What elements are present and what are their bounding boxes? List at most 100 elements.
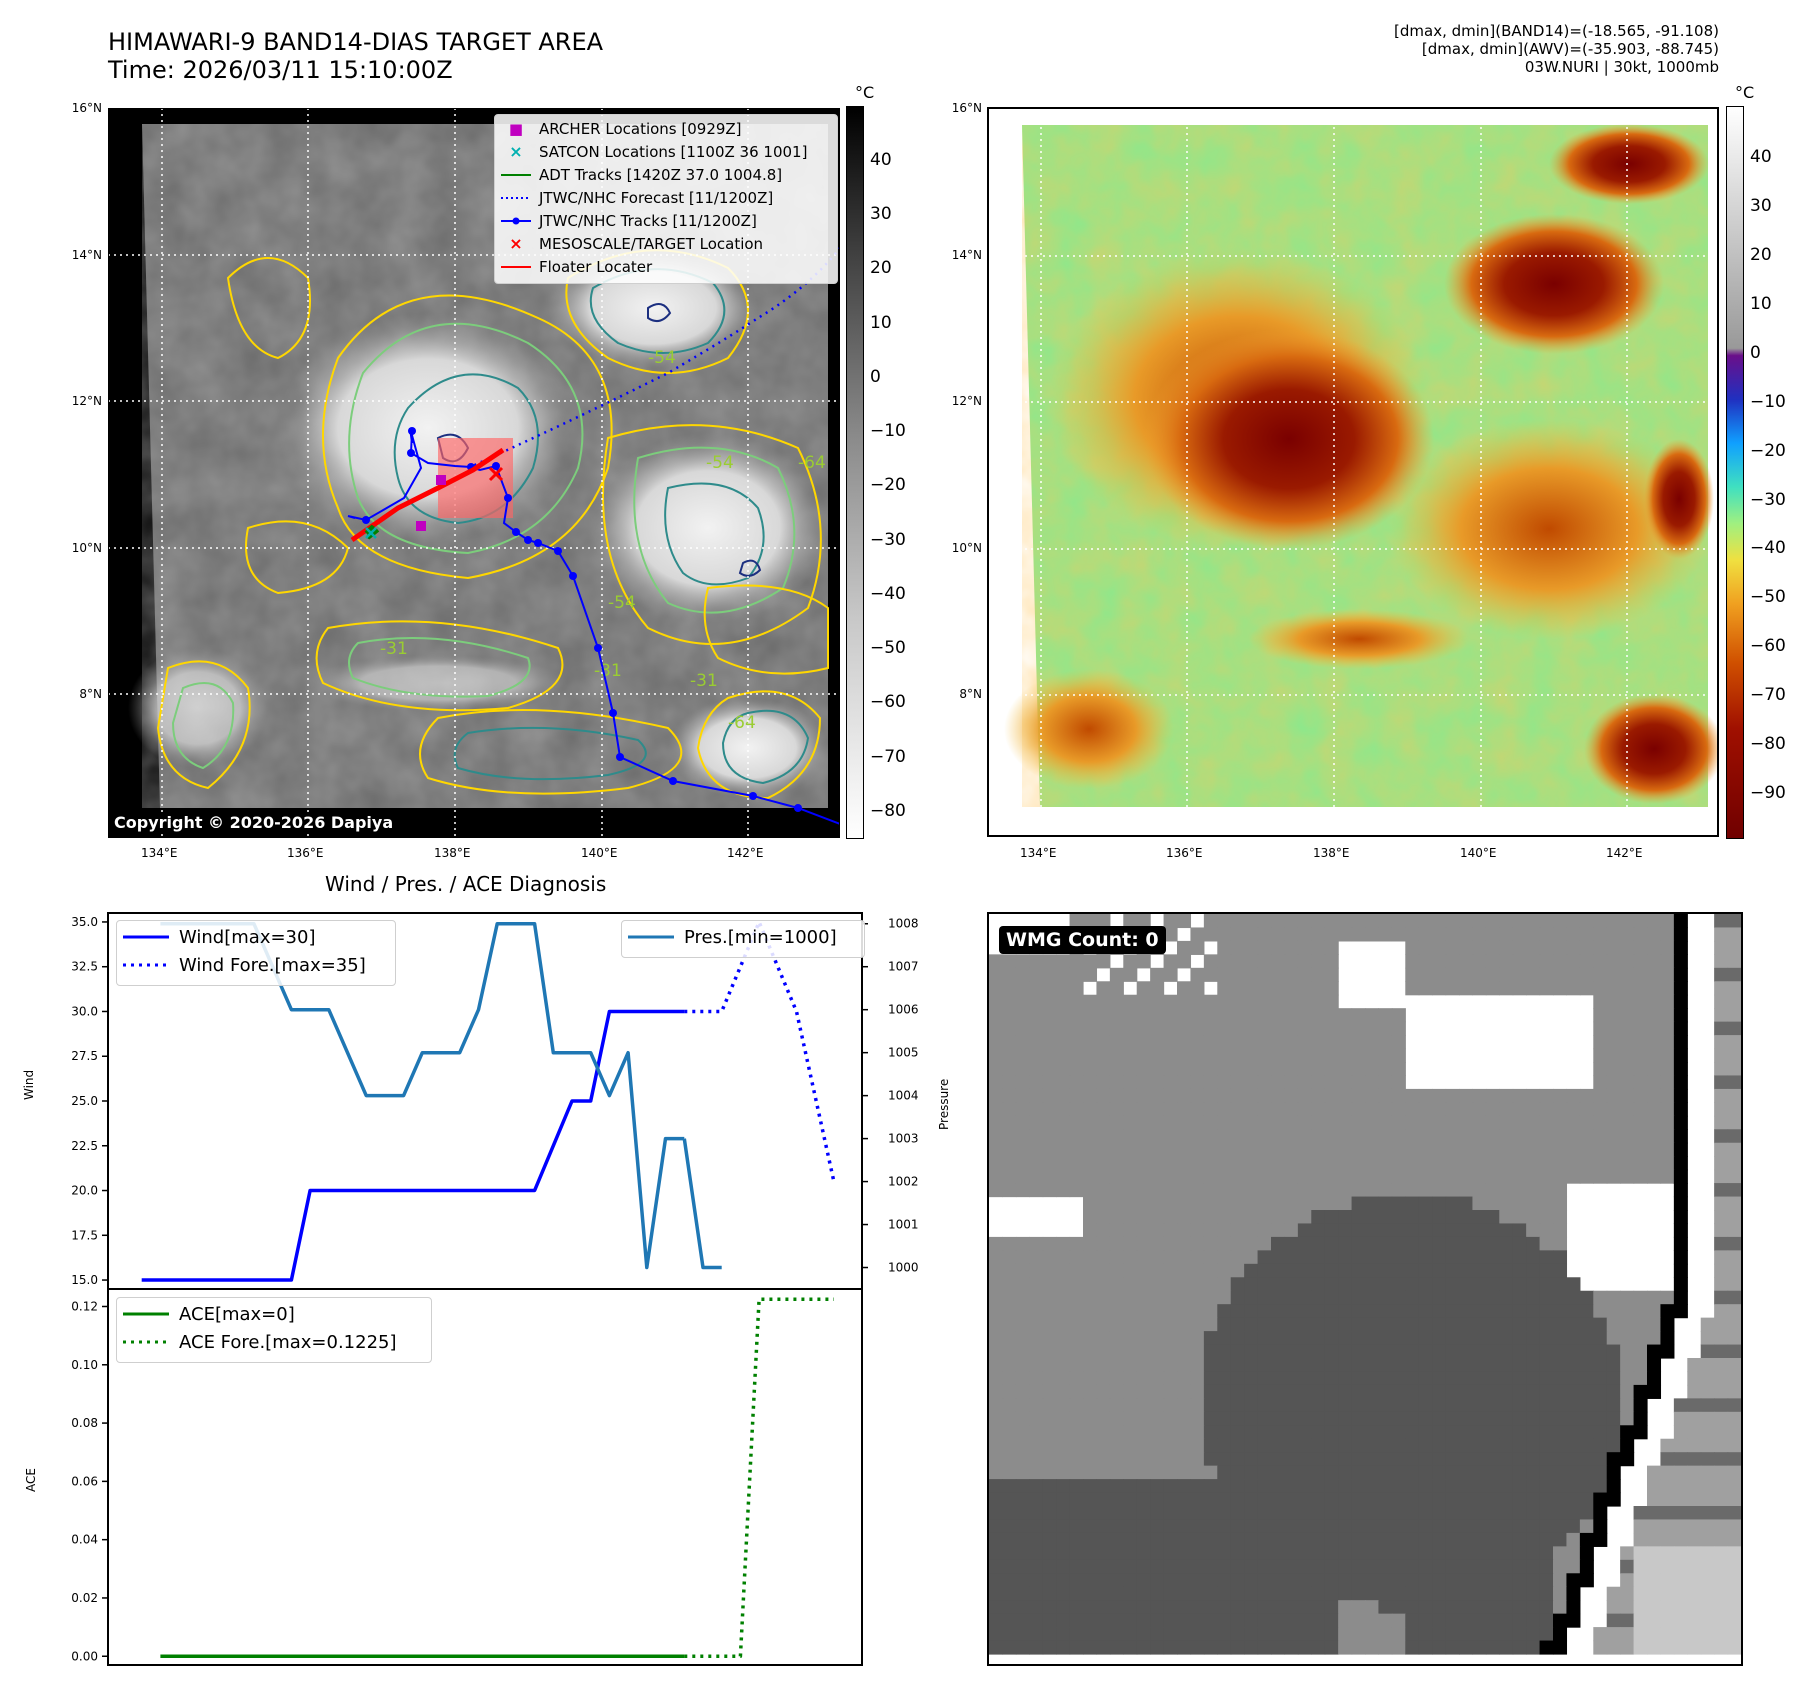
awv-cb-m70: −70 xyxy=(1750,685,1786,705)
wind-dotted-icon xyxy=(123,963,169,967)
ace-axes-frame xyxy=(107,1288,863,1666)
track-line-dot-icon xyxy=(501,217,531,224)
ace-ytick-label: 0.00 xyxy=(71,1649,98,1663)
legend-tracks: JTWC/NHC Tracks [11/1200Z] xyxy=(501,209,837,232)
wind-ytick-label: 15.0 xyxy=(71,1273,98,1287)
ir-lon-tick-140: 140°E xyxy=(581,846,618,860)
ir-lat-tick-10: 10°N xyxy=(71,541,102,555)
awv-lon-tick-134: 134°E xyxy=(1020,846,1057,860)
wind-ytick-label: 30.0 xyxy=(71,1004,98,1018)
awv-cb-m10: −10 xyxy=(1750,392,1786,412)
ir-cb-m50: −50 xyxy=(870,638,906,658)
awv-cb-30: 30 xyxy=(1750,196,1772,216)
contour-label-54a: -54 xyxy=(706,453,734,473)
satcon-points xyxy=(365,527,377,539)
info-band14: [dmax, dmin](BAND14)=(-18.565, -91.108) xyxy=(1394,22,1719,40)
legend-floater: Floater Locater xyxy=(501,255,837,278)
ir-lat-tick-14: 14°N xyxy=(71,248,102,262)
legend-satcon: × SATCON Locations [1100Z 36 1001] xyxy=(501,140,837,163)
contour-label-31c: -31 xyxy=(690,671,718,691)
ace-ylabel: ACE xyxy=(24,1468,38,1492)
ir-cb-0: 0 xyxy=(870,367,881,387)
pres-ytick-label: 1006 xyxy=(888,1003,919,1017)
ir-legend: ■ ARCHER Locations [0929Z] × SATCON Loca… xyxy=(494,114,838,284)
ir-lon-tick-138: 138°E xyxy=(434,846,471,860)
legend-target-label: MESOSCALE/TARGET Location xyxy=(539,234,764,253)
awv-cb-40: 40 xyxy=(1750,147,1772,167)
ir-colorbar xyxy=(846,106,864,839)
ace-ytick-label: 0.06 xyxy=(71,1474,98,1488)
awv-cb-m50: −50 xyxy=(1750,587,1786,607)
ir-cb-20: 20 xyxy=(870,258,892,278)
pres-ytick-label: 1002 xyxy=(888,1175,919,1189)
ir-map[interactable]: -31 -31 -31 -54 -54 -64 -64 -54 xyxy=(107,107,841,839)
legend-satcon-label: SATCON Locations [1100Z 36 1001] xyxy=(539,142,808,161)
pres-ytick-label: 1000 xyxy=(888,1261,919,1275)
pres-ytick-label: 1008 xyxy=(888,917,919,931)
contour-label-54c: -54 xyxy=(648,348,676,368)
info-storm: 03W.NURI | 30kt, 1000mb xyxy=(1524,58,1719,76)
series-2-line xyxy=(160,921,685,1270)
awv-lon-tick-136: 136°E xyxy=(1166,846,1203,860)
figure-title: HIMAWARI-9 BAND14-DIAS TARGET AREA xyxy=(108,28,604,56)
ace-ytick-label: 0.02 xyxy=(71,1591,98,1605)
wind-ytick-label: 27.5 xyxy=(71,1049,98,1063)
ir-cb-30: 30 xyxy=(870,204,892,224)
awv-lat-tick-12: 12°N xyxy=(951,394,982,408)
legend-pres-label: Pres.[min=1000] xyxy=(684,926,837,948)
awv-cb-10: 10 xyxy=(1750,294,1772,314)
jtwc-track-line xyxy=(347,427,841,825)
pressure-legend: Pres.[min=1000] xyxy=(621,920,865,958)
awv-map-canvas xyxy=(989,109,1724,835)
series-0-line xyxy=(141,1009,685,1282)
awv-lat-tick-10: 10°N xyxy=(951,541,982,555)
wind-ytick-label: 35.0 xyxy=(71,915,98,929)
awv-map[interactable] xyxy=(987,107,1724,837)
info-awv: [dmax, dmin](AWV)=(-35.903, -88.745) xyxy=(1421,40,1719,58)
legend-wind: Wind[max=30] xyxy=(123,923,389,951)
ir-cb-10: 10 xyxy=(870,313,892,333)
pres-ytick-label: 1001 xyxy=(888,1218,919,1232)
wind-ytick-label: 17.5 xyxy=(71,1228,98,1242)
legend-target: × MESOSCALE/TARGET Location xyxy=(501,232,837,255)
adt-line-icon xyxy=(501,173,531,176)
wmg-grid xyxy=(989,914,1742,1655)
legend-floater-label: Floater Locater xyxy=(539,257,653,276)
wind-ytick-label: 25.0 xyxy=(71,1094,98,1108)
archer-point-2 xyxy=(416,521,426,531)
awv-cb-m30: −30 xyxy=(1750,490,1786,510)
series-3-line xyxy=(682,1138,722,1270)
awv-cb-m40: −40 xyxy=(1750,538,1786,558)
awv-lat-tick-14: 14°N xyxy=(951,248,982,262)
ir-lat-tick-8: 8°N xyxy=(79,687,102,701)
legend-ace-fore: ACE Fore.[max=0.1225] xyxy=(123,1328,425,1356)
ace-ytick-label: 0.08 xyxy=(71,1416,98,1430)
ace-series-1-line xyxy=(684,1297,834,1659)
legend-wind-label: Wind[max=30] xyxy=(179,926,316,948)
ir-cb-m60: −60 xyxy=(870,692,906,712)
ir-cb-40: 40 xyxy=(870,150,892,170)
awv-lon-tick-140: 140°E xyxy=(1460,846,1497,860)
wmg-panel[interactable]: WMG Count: 0 xyxy=(987,912,1743,1666)
legend-archer-label: ARCHER Locations [0929Z] xyxy=(539,119,742,138)
ir-cb-m20: −20 xyxy=(870,475,906,495)
contour-label-64b: -64 xyxy=(798,453,826,473)
pres-ytick-label: 1004 xyxy=(888,1089,919,1103)
awv-cb-m80: −80 xyxy=(1750,734,1786,754)
ir-cb-m80: −80 xyxy=(870,801,906,821)
awv-colorbar xyxy=(1726,106,1744,839)
legend-adt: ADT Tracks [1420Z 37.0 1004.8] xyxy=(501,163,837,186)
ir-cb-m30: −30 xyxy=(870,530,906,550)
ir-cb-m70: −70 xyxy=(870,747,906,767)
contour-label-64a: -64 xyxy=(728,713,756,733)
contour-label-31a: -31 xyxy=(594,661,622,681)
awv-cb-0: 0 xyxy=(1750,343,1761,363)
wind-ytick-label: 32.5 xyxy=(71,960,98,974)
ir-lon-tick-134: 134°E xyxy=(141,846,178,860)
legend-forecast-label: JTWC/NHC Forecast [11/1200Z] xyxy=(539,188,774,207)
satcon-x-icon: × xyxy=(509,142,523,161)
ir-lon-tick-142: 142°E xyxy=(727,846,764,860)
target-marker xyxy=(488,466,504,482)
legend-archer: ■ ARCHER Locations [0929Z] xyxy=(501,117,837,140)
pres-ytick-label: 1005 xyxy=(888,1046,919,1060)
